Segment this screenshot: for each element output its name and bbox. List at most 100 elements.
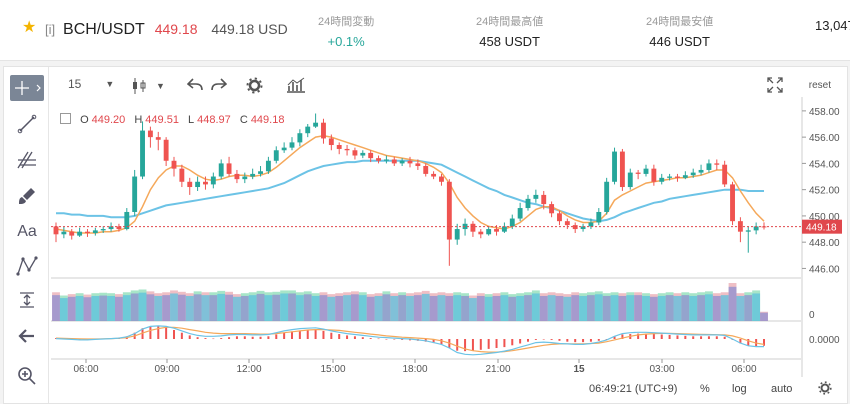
back-arrow-icon[interactable] [10, 323, 44, 349]
text-icon[interactable]: Aa [17, 223, 37, 240]
ohlc-open: 449.20 [91, 114, 126, 126]
interval-label: 15 [68, 77, 82, 91]
stat-value: +0.1% [327, 34, 365, 49]
candle [753, 222, 759, 235]
candle-body [682, 175, 688, 178]
candle-body [163, 139, 169, 161]
oscillator-bar [645, 333, 647, 339]
volume-bar-overlay [107, 295, 115, 321]
redo-icon[interactable] [211, 77, 227, 91]
candle [179, 164, 185, 188]
candle [218, 159, 224, 180]
stat-label: 24時間最高値 [476, 16, 544, 28]
candle-body [321, 122, 326, 139]
candle [541, 190, 547, 210]
indicators-icon[interactable] [286, 77, 306, 93]
chart-canvas[interactable]: 446.00 448.00 450.00 452.00 454.00 456.00 458.… [4, 67, 847, 403]
candle-body [242, 176, 248, 180]
oscillator-bar [503, 339, 506, 348]
ohlc-high-label: H [134, 114, 143, 126]
candle-body [265, 160, 271, 172]
volume-bar-overlay [225, 294, 233, 321]
volume-bar-overlay [508, 296, 517, 321]
percent-toggle[interactable]: % [700, 383, 710, 395]
candle [250, 168, 256, 180]
oscillator-bar [597, 339, 600, 341]
fib-icon[interactable] [10, 147, 44, 173]
gear-icon[interactable] [818, 381, 832, 398]
volume-bar-overlay [52, 295, 60, 321]
candle-body [619, 151, 625, 188]
volume-bar-overlay [91, 295, 100, 321]
candle-body [651, 168, 657, 182]
volume-bar-overlay [618, 295, 627, 321]
x-tick-label: 06:00 [731, 364, 756, 375]
legend-toggle-icon[interactable] [60, 113, 71, 124]
oscillator-bar [251, 336, 254, 339]
volume-bar-overlay [492, 295, 501, 321]
candle [155, 131, 161, 151]
candle-body [486, 229, 492, 235]
volume-bar-overlay [390, 295, 399, 321]
candle [761, 222, 767, 230]
trendline-icon[interactable] [10, 111, 44, 137]
candle [171, 156, 177, 177]
candle [352, 147, 358, 160]
candle [61, 226, 67, 239]
interval-select[interactable]: 15 ▼ [68, 77, 114, 91]
pair-symbol[interactable]: BCH/USDT [63, 21, 145, 38]
volume-bar-overlay [201, 295, 210, 321]
candle-body [517, 208, 523, 219]
fullscreen-icon[interactable] [766, 76, 784, 94]
volume-bar-overlay [665, 295, 674, 321]
volume-bar-overlay [99, 295, 108, 321]
candle-body [352, 150, 358, 156]
volume-bar-overlay [398, 295, 407, 321]
candle-body [627, 172, 633, 188]
stat-value: 446 USDT [649, 34, 710, 49]
candle-body [116, 226, 122, 230]
current-price-label: 449.18 [806, 223, 837, 234]
star-icon[interactable]: ★ [22, 19, 37, 36]
x-tick-label: 06:00 [73, 364, 98, 375]
volume-bar-overlay [374, 295, 383, 321]
volume-bar-overlay [476, 295, 485, 321]
oscillator-bar [700, 336, 703, 339]
oscillator-bar [330, 332, 333, 339]
pattern-icon[interactable] [10, 253, 44, 279]
undo-icon[interactable] [187, 77, 203, 91]
candle-body [360, 152, 366, 156]
candle [572, 222, 578, 233]
log-toggle[interactable]: log [732, 383, 747, 395]
candle-type-icon[interactable]: ▼ [131, 77, 165, 95]
candle [360, 150, 366, 159]
volume-bar-overlay [59, 298, 68, 321]
volume-bar-overlay [539, 295, 548, 321]
y-tick-label: 458.00 [809, 107, 840, 118]
reset-button[interactable]: reset [808, 80, 831, 91]
candle [124, 208, 130, 231]
zoom-icon[interactable] [10, 363, 44, 389]
oscillator-bar [220, 338, 223, 339]
settings-icon[interactable] [246, 77, 263, 94]
chevron-down-icon: ▼ [156, 81, 165, 91]
crosshair-icon[interactable] [10, 75, 44, 101]
auto-toggle[interactable]: auto [771, 383, 793, 395]
brush-icon[interactable] [10, 183, 44, 209]
oscillator-bar [173, 330, 175, 339]
candle [737, 217, 743, 243]
stat-24h-low: 24時間最安値 446 USDT [646, 13, 713, 49]
candle [635, 169, 641, 180]
candle-body [85, 231, 90, 233]
volume-bar-overlay [209, 295, 218, 321]
candle [289, 137, 295, 151]
y-tick-label: 454.00 [809, 159, 840, 170]
volume-bar-overlay [657, 295, 666, 321]
volume-bar-overlay [587, 295, 595, 321]
candle [659, 173, 665, 185]
candle [132, 169, 138, 216]
candle-body [69, 231, 75, 236]
ohlc-close-label: C [239, 114, 248, 126]
measure-icon[interactable] [10, 287, 44, 313]
candle [85, 229, 90, 237]
